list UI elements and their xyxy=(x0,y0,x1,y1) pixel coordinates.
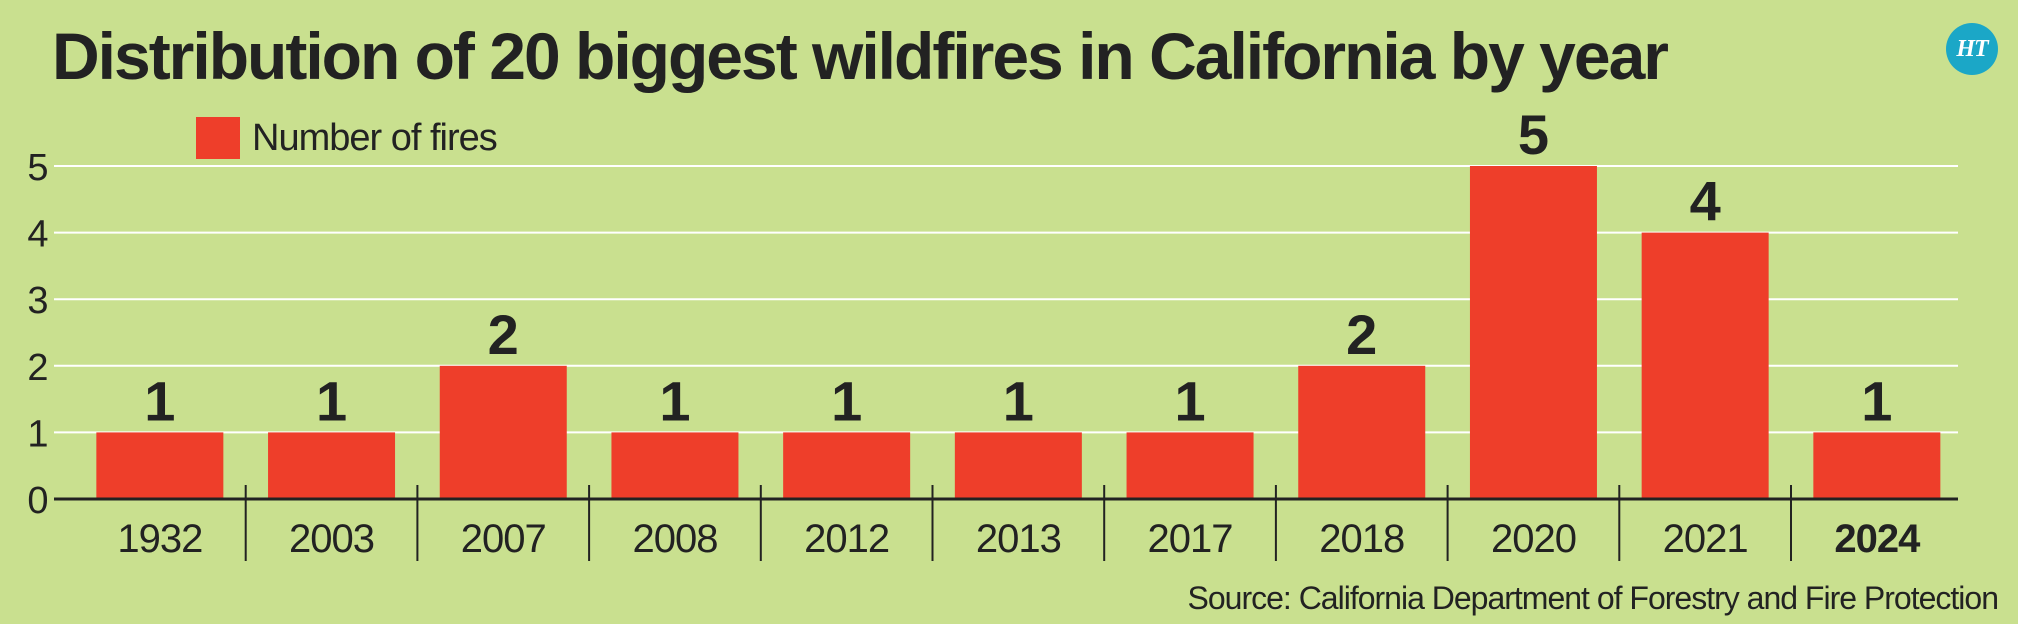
x-tick-label-2018: 2018 xyxy=(1319,517,1404,561)
y-tick-label: 0 xyxy=(27,480,48,522)
x-tick-label-2024: 2024 xyxy=(1834,517,1921,561)
x-tick-label-2021: 2021 xyxy=(1663,517,1748,561)
value-label-2021: 4 xyxy=(1690,170,1721,233)
bar-2013 xyxy=(954,432,1082,499)
value-label-2017: 1 xyxy=(1174,369,1205,432)
bar-2003 xyxy=(268,432,396,499)
x-tick-label-2007: 2007 xyxy=(461,517,546,561)
x-tick-label-2012: 2012 xyxy=(804,517,889,561)
value-label-2012: 1 xyxy=(831,369,862,432)
y-tick-label: 5 xyxy=(27,147,48,189)
value-label-2007: 2 xyxy=(488,303,519,366)
y-tick-label: 3 xyxy=(27,280,48,322)
chart-title: Distribution of 20 biggest wildfires in … xyxy=(52,19,1669,93)
bar-2018 xyxy=(1298,365,1426,499)
bar-2017 xyxy=(1126,432,1254,499)
bar-1932 xyxy=(96,432,224,499)
bar-2008 xyxy=(611,432,739,499)
x-tick-label-2003: 2003 xyxy=(289,517,374,561)
value-label-1932: 1 xyxy=(144,369,175,432)
y-tick-label: 1 xyxy=(27,413,48,455)
x-tick-label-2008: 2008 xyxy=(632,517,717,561)
legend-label: Number of fires xyxy=(252,116,498,159)
value-label-2020: 5 xyxy=(1518,103,1549,166)
value-label-2024: 1 xyxy=(1861,369,1892,432)
ht-logo: HT xyxy=(1946,23,1998,75)
bar-2007 xyxy=(439,365,567,499)
value-label-2008: 1 xyxy=(659,369,690,432)
value-label-2018: 2 xyxy=(1346,303,1377,366)
legend: Number of fires xyxy=(196,116,498,160)
bar-2024 xyxy=(1813,432,1941,499)
value-label-2013: 1 xyxy=(1003,369,1034,432)
bar-2021 xyxy=(1641,232,1769,499)
x-tick-label-1932: 1932 xyxy=(117,517,202,561)
x-tick-label-2017: 2017 xyxy=(1148,517,1233,561)
y-tick-label: 2 xyxy=(27,347,48,389)
x-tick-label-2020: 2020 xyxy=(1491,517,1576,561)
legend-swatch xyxy=(196,117,240,159)
bar-2020 xyxy=(1469,166,1597,499)
bar-2012 xyxy=(783,432,911,499)
x-tick-label-2013: 2013 xyxy=(976,517,1061,561)
y-tick-label: 4 xyxy=(27,214,48,256)
value-label-2003: 1 xyxy=(316,369,347,432)
source-note: Source: California Department of Forestr… xyxy=(1187,580,1999,616)
